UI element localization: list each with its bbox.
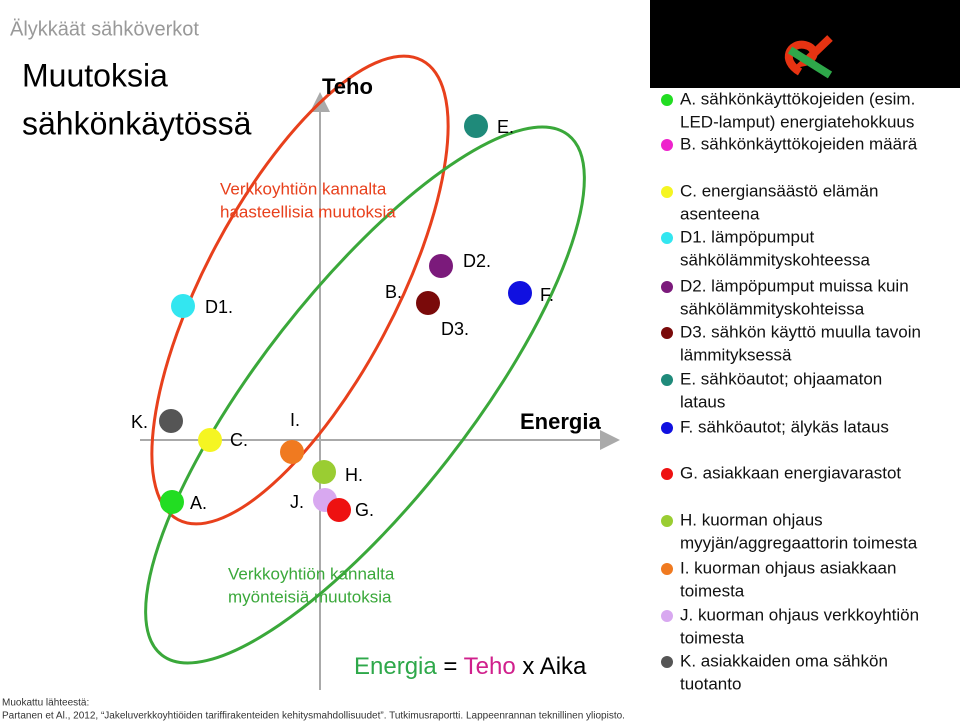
title: sähkönkäytössä [22,105,252,141]
point-label: K. [131,412,148,432]
point-label: C. [230,430,248,450]
title: Muutoksia [22,57,168,93]
legend-dot [661,515,673,527]
point [160,490,184,514]
legend-dot [661,186,673,198]
logo [784,35,833,79]
legend-text: lataus [680,392,725,411]
point-label: I. [290,410,300,430]
legend-dot [661,281,673,293]
point [416,291,440,315]
formula-term: = [443,653,457,680]
x-axis-label: Energia [520,409,601,434]
legend-dot [661,374,673,386]
point [280,440,304,464]
formula-term: Aika [540,653,587,680]
legend-text: H. kuorman ohjaus [680,510,823,529]
legend-text: D3. sähkön käyttö muulla tavoin [680,322,921,341]
y-axis-label: Teho [322,74,373,99]
point-label: G. [355,500,374,520]
point [312,460,336,484]
point-label: D3. [441,319,469,339]
region-label: myönteisiä muutoksia [228,587,392,606]
challenging-ellipse [150,54,450,526]
point-label: E. [497,117,514,137]
legend-text: sähkölämmityskohteissa [680,299,865,318]
point [159,409,183,433]
legend-dot [661,468,673,480]
point [198,428,222,452]
legend-dot [661,232,673,244]
formula: Energia = Teho x Aika [354,653,587,680]
region-label: Verkkoyhtiön kannalta [228,564,395,583]
formula-term: Energia [354,653,437,680]
legend-text: G. asiakkaan energiavarastot [680,463,901,482]
point-label: A. [190,493,207,513]
legend-text: K. asiakkaiden oma sähkön [680,651,888,670]
legend-text: toimesta [680,581,745,600]
point-label: H. [345,465,363,485]
region-label: haasteellisia muutoksia [220,202,396,221]
legend-text: D1. lämpöpumput [680,227,814,246]
legend-text: J. kuorman ohjaus verkkoyhtiön [680,605,919,624]
legend-text: C. energiansäästö elämän [680,181,878,200]
formula-term: x [522,653,534,680]
formula-term: Teho [464,653,516,680]
point [171,294,195,318]
point-label: D1. [205,297,233,317]
legend-dot [661,563,673,575]
point [429,254,453,278]
legend-text: E. sähköautot; ohjaamaton [680,369,882,388]
legend-text: lämmityksessä [680,345,792,364]
point-label: D2. [463,251,491,271]
legend-text: D2. lämpöpumput muissa kuin [680,276,909,295]
legend-text: sähkölämmityskohteessa [680,250,870,269]
legend-dot [661,422,673,434]
legend-dot [661,139,673,151]
legend-text: myyjän/aggregaattorin toimesta [680,533,918,552]
legend-text: toimesta [680,628,745,647]
point [464,114,488,138]
subtitle: Älykkäät sähköverkot [10,18,199,40]
positive-ellipse [144,125,586,665]
legend-text: F. sähköautot; älykäs lataus [680,417,889,436]
point-label: J. [290,492,304,512]
point [327,498,351,522]
legend-dot [661,656,673,668]
legend-text: I. kuorman ohjaus asiakkaan [680,558,896,577]
point [508,281,532,305]
legend-dot [661,327,673,339]
legend-dot [661,94,673,106]
point-label: B. [385,282,402,302]
legend-text: B. sähkönkäyttökojeiden määrä [680,134,918,153]
source: Muokattu lähteestä: [2,698,89,709]
legend-text: asenteena [680,204,760,223]
legend-text: tuotanto [680,674,741,693]
legend-text: A. sähkönkäyttökojeiden (esim. [680,89,915,108]
legend-text: LED-lamput) energiatehokkuus [680,112,914,131]
point-label: F. [540,285,554,305]
legend-dot [661,610,673,622]
region-label: Verkkoyhtiön kannalta [220,179,387,198]
source: Partanen et Al., 2012, “Jakeluverkkoyhti… [2,711,625,721]
